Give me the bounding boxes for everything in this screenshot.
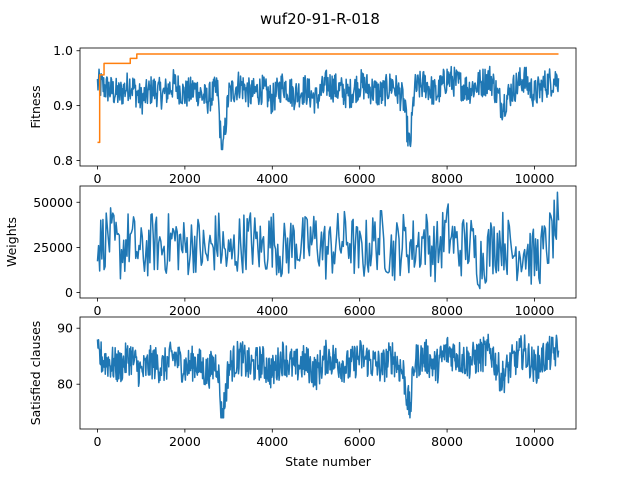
y-tick-label-50000: 50000 — [33, 195, 73, 210]
x-tick-label-0: 0 — [94, 434, 102, 449]
x-tick-label-4000: 4000 — [256, 303, 288, 318]
y-tick-label-25000: 25000 — [33, 240, 73, 255]
series-line-0 — [96, 191, 560, 290]
series-line-0 — [96, 333, 560, 419]
x-axis-label: State number — [285, 454, 372, 469]
x-tick-label-8000: 8000 — [431, 171, 463, 186]
y-axis-label: Weights — [4, 217, 19, 267]
y-tick-label-0-9: 0.9 — [53, 98, 73, 113]
y-tick-label-80: 80 — [57, 377, 73, 392]
y-tick-label-1-0: 1.0 — [53, 43, 73, 58]
y-axis-label: Fitness — [28, 85, 43, 128]
plot-frame — [79, 316, 577, 430]
x-tick-label-10000: 10000 — [515, 171, 555, 186]
x-tick-label-10000: 10000 — [515, 303, 555, 318]
x-tick-label-4000: 4000 — [256, 171, 288, 186]
x-tick-label-6000: 6000 — [344, 303, 376, 318]
fitness-subplot: 0 2000 4000 6000 8000 10000 0.8 0.9 1.0 Fitness — [28, 43, 577, 186]
x-tick-label-8000: 8000 — [431, 303, 463, 318]
x-tick-label-0: 0 — [94, 171, 102, 186]
x-tick-label-10000: 10000 — [515, 434, 555, 449]
plot-frame — [79, 185, 577, 299]
series-line-1 — [97, 53, 559, 144]
y-axis-label: Satisfied clauses — [28, 321, 43, 426]
satisfied-clauses-subplot: 0 2000 4000 6000 8000 10000 80 90 Satisfied clau… — [28, 316, 577, 469]
weights-subplot: 0 2000 4000 6000 8000 10000 0 25000 50000 Weights — [4, 185, 577, 318]
series-line-0 — [96, 65, 560, 151]
plot-frame — [79, 47, 577, 167]
y-tick-label-0-8: 0.8 — [53, 153, 73, 168]
y-tick-label-90: 90 — [57, 321, 73, 336]
x-tick-label-2000: 2000 — [169, 303, 201, 318]
x-tick-label-2000: 2000 — [169, 434, 201, 449]
x-tick-label-4000: 4000 — [256, 434, 288, 449]
x-tick-label-0: 0 — [94, 303, 102, 318]
y-tick-label-0: 0 — [65, 285, 73, 300]
figure-title: wuf20-91-R-018 — [260, 10, 380, 28]
x-tick-label-6000: 6000 — [344, 434, 376, 449]
x-tick-label-6000: 6000 — [344, 171, 376, 186]
x-tick-label-8000: 8000 — [431, 434, 463, 449]
x-tick-label-2000: 2000 — [169, 171, 201, 186]
